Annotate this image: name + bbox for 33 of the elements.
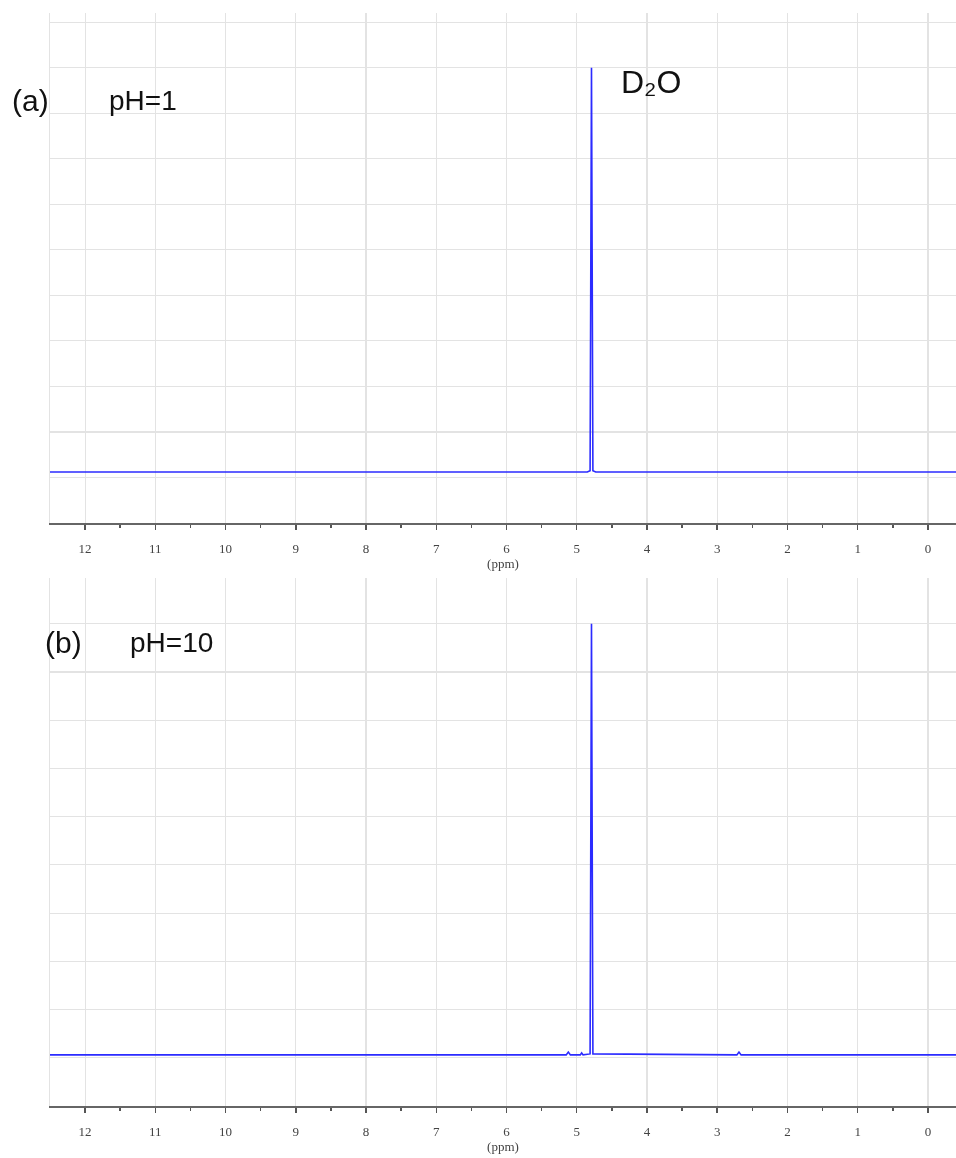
x-tick-label: 5 bbox=[573, 541, 580, 557]
x-tick-label: 7 bbox=[433, 1124, 441, 1140]
x-tick-label: 9 bbox=[292, 1124, 300, 1140]
annotation: (b) bbox=[45, 626, 82, 659]
annotation: D₂O bbox=[621, 64, 682, 100]
x-tick-label: 7 bbox=[433, 541, 441, 557]
x-tick-label: 4 bbox=[643, 541, 651, 557]
x-tick-label: 6 bbox=[503, 1124, 511, 1140]
x-tick-label: 1 bbox=[854, 1124, 861, 1140]
x-tick-label: 11 bbox=[149, 1124, 162, 1140]
x-tick-label: 1 bbox=[854, 541, 861, 557]
x-tick-label: 4 bbox=[643, 1124, 651, 1140]
x-tick-label: 12 bbox=[78, 1124, 92, 1140]
x-axis-title: (ppm) bbox=[487, 1139, 519, 1155]
annotation: pH=1 bbox=[109, 85, 177, 116]
x-tick-label: 10 bbox=[219, 1124, 233, 1140]
x-tick-label: 6 bbox=[503, 541, 511, 557]
x-tick-label: 9 bbox=[292, 541, 300, 557]
x-tick-label: 0 bbox=[924, 541, 932, 557]
text: (a) bbox=[12, 84, 49, 117]
x-tick-label: 0 bbox=[924, 1124, 932, 1140]
annotation: pH=10 bbox=[130, 627, 214, 658]
x-tick-label: 2 bbox=[784, 1124, 791, 1140]
x-tick-label: 10 bbox=[219, 541, 233, 557]
x-tick-label: 3 bbox=[713, 1124, 721, 1140]
x-tick-label: 3 bbox=[713, 541, 721, 557]
x-tick-label: 5 bbox=[573, 1124, 580, 1140]
x-tick-label: 12 bbox=[78, 541, 92, 557]
x-tick-label: 8 bbox=[362, 1124, 370, 1140]
x-axis-title: (ppm) bbox=[487, 556, 519, 572]
x-tick-label: 11 bbox=[149, 541, 162, 557]
x-tick-label: 8 bbox=[362, 541, 370, 557]
x-tick-label: 2 bbox=[784, 541, 791, 557]
